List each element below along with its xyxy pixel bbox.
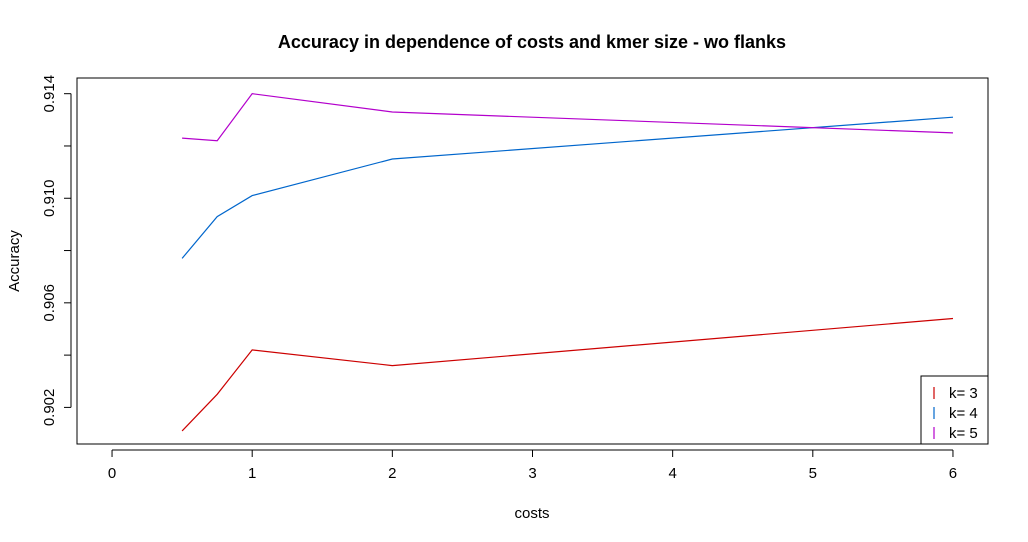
series-line [182,93,954,142]
y-tick-label: 0.906 [41,284,58,322]
y-axis: 0.902 0.906 0.910 0.914 [41,75,72,427]
x-tick-label: 1 [248,465,256,482]
chart-title: Accuracy in dependence of costs and kmer… [278,32,786,52]
x-axis: 0 1 2 3 4 5 6 [108,449,957,482]
legend-label: k= 4 [949,405,978,422]
y-tick-label: 0.914 [41,75,58,113]
x-tick-label: 6 [949,465,957,482]
series-line [181,317,954,432]
x-tick-label: 5 [809,465,817,482]
plot-box [76,77,989,445]
y-tick-label: 0.910 [41,179,58,217]
x-axis-label: costs [514,505,549,522]
series-lines [181,93,954,432]
x-tick-label: 2 [388,465,396,482]
legend: k= 3 k= 4 k= 5 [920,375,989,445]
series-line [181,116,954,259]
y-axis-label: Accuracy [6,230,23,292]
legend-label: k= 5 [949,425,978,442]
x-tick-label: 0 [108,465,116,482]
x-tick-label: 4 [668,465,676,482]
x-tick-label: 3 [528,465,536,482]
legend-label: k= 3 [949,385,978,402]
legend-box [920,375,989,445]
y-tick-label: 0.902 [41,389,58,427]
